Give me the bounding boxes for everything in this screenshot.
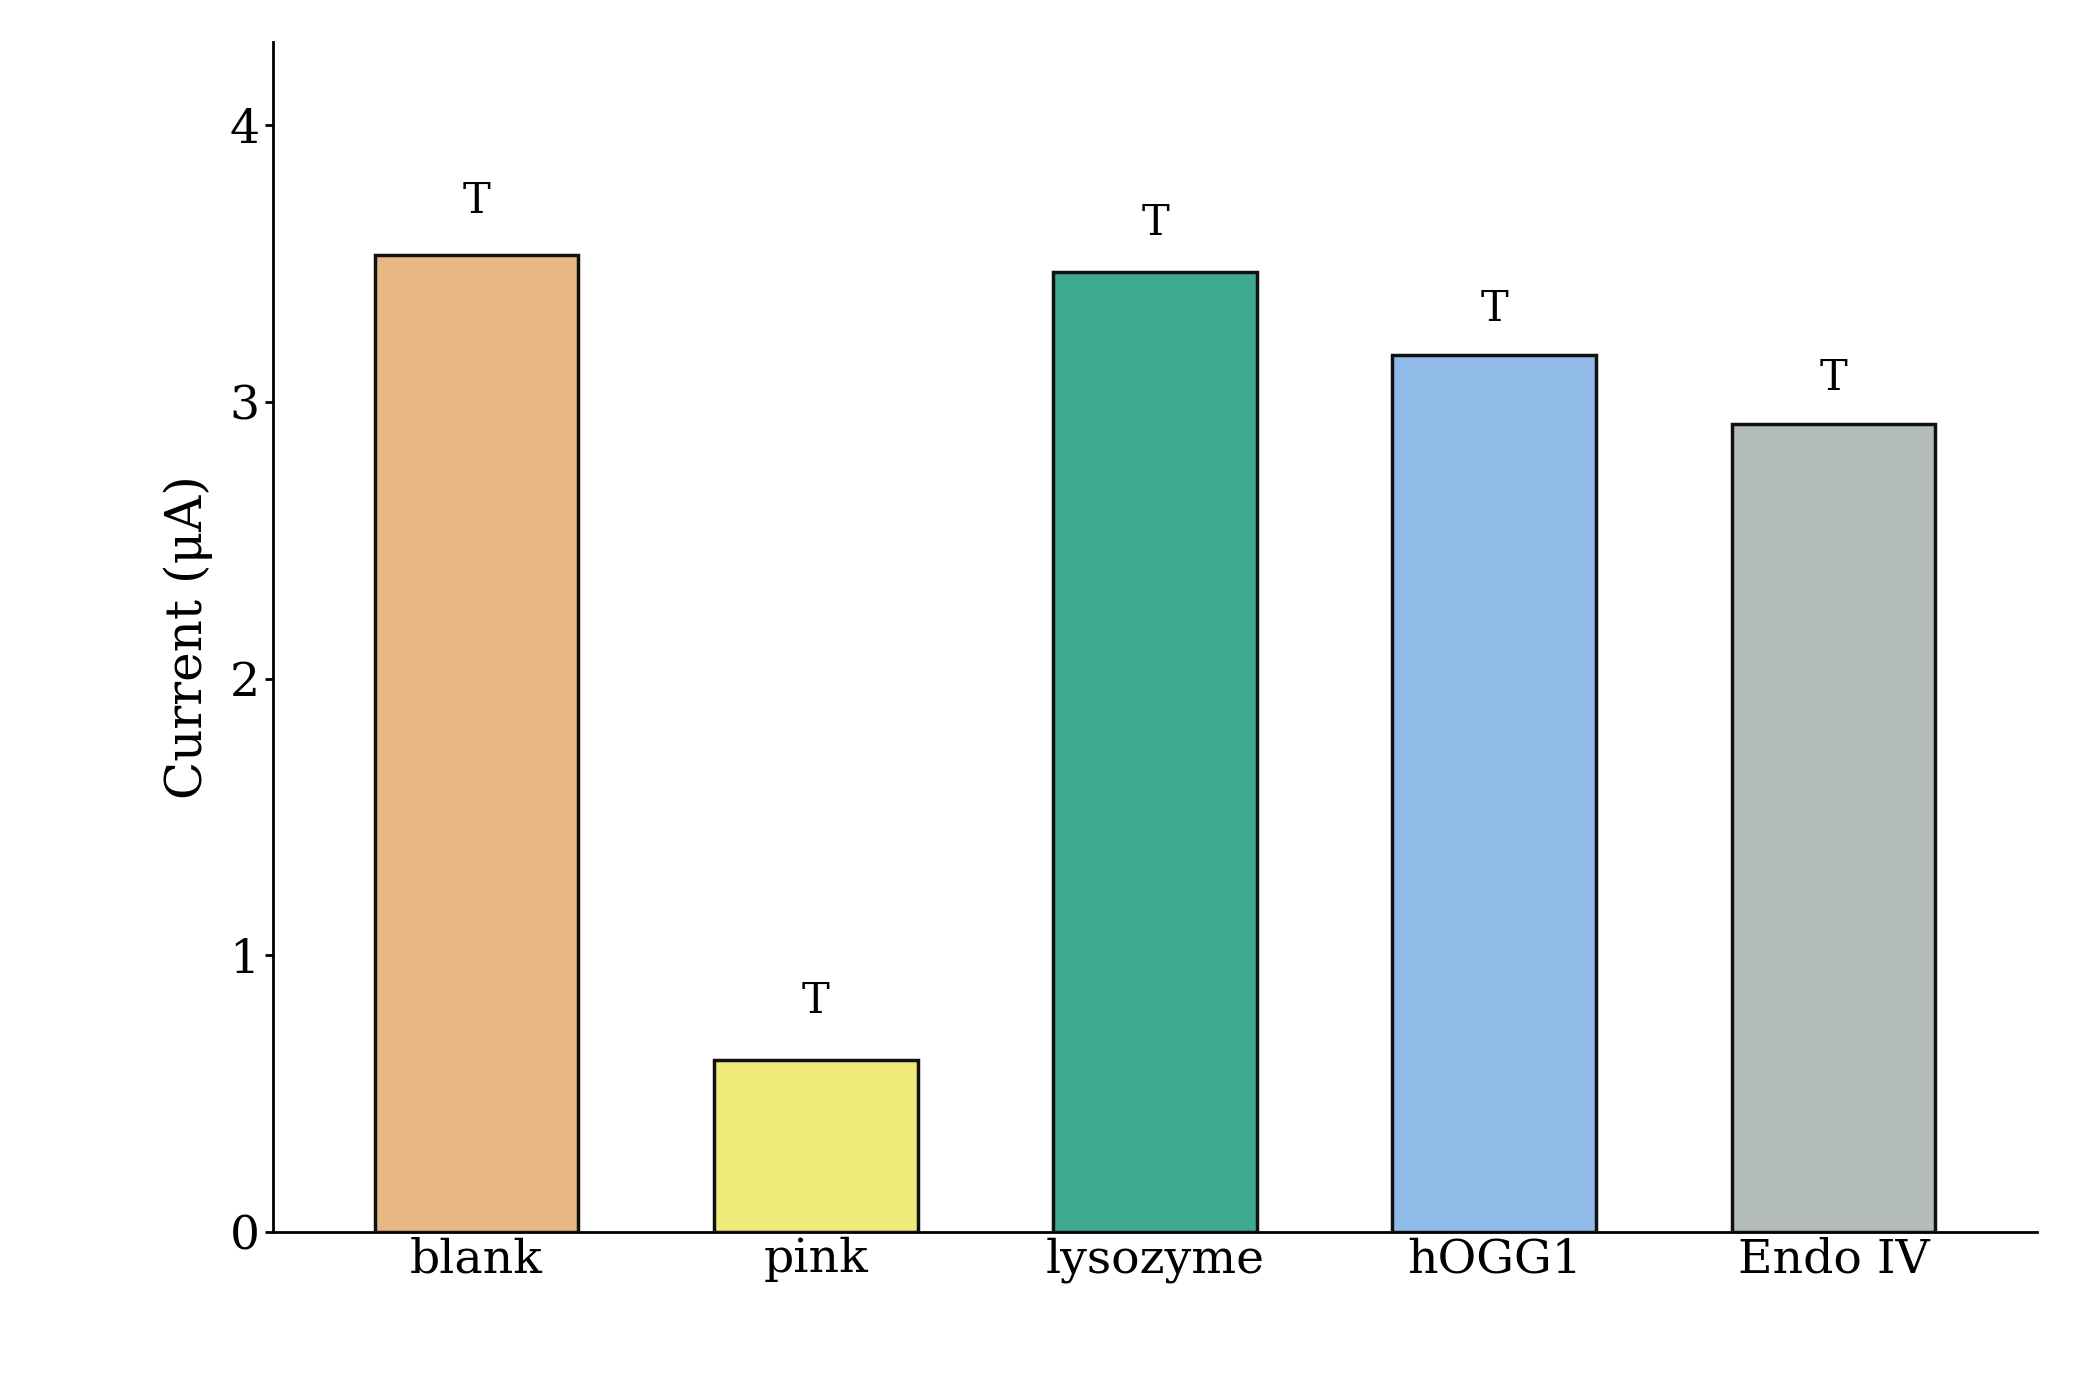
Text: T: T bbox=[1140, 202, 1170, 244]
Bar bbox=[1392, 354, 1596, 1232]
Bar bbox=[1054, 272, 1256, 1232]
Bar bbox=[374, 255, 578, 1232]
Y-axis label: Current (μA): Current (μA) bbox=[164, 475, 212, 799]
Text: T: T bbox=[462, 179, 491, 221]
Text: T: T bbox=[1819, 357, 1848, 399]
Text: T: T bbox=[1480, 288, 1508, 330]
Bar bbox=[1732, 424, 1936, 1232]
Text: T: T bbox=[802, 980, 830, 1022]
Bar bbox=[714, 1060, 918, 1232]
